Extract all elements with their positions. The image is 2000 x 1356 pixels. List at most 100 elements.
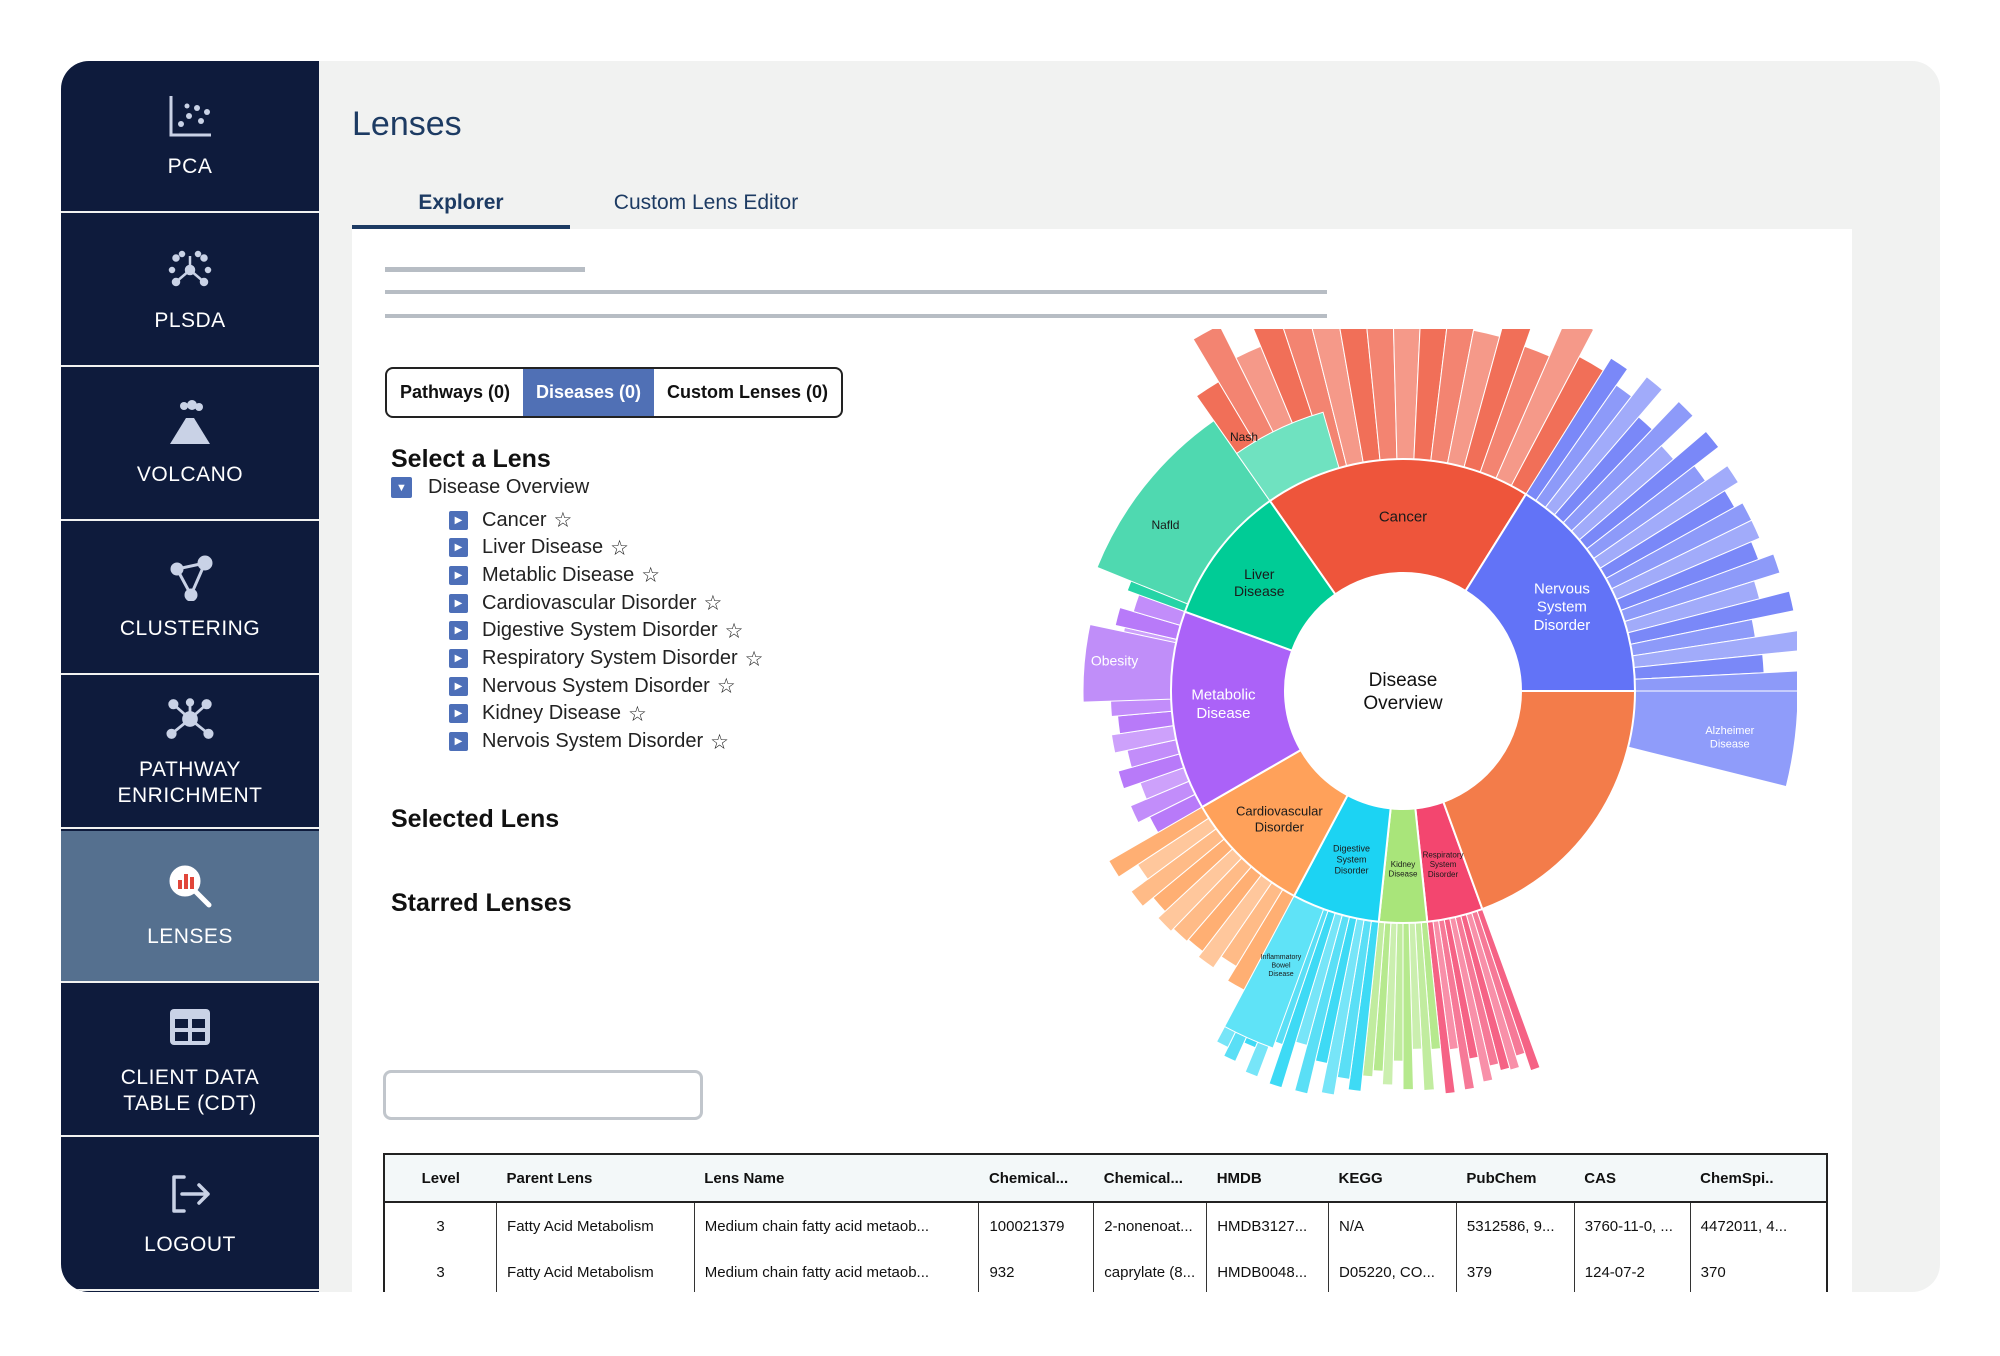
table-cell: 379	[1456, 1249, 1575, 1292]
tree-item[interactable]: ▶ Kidney Disease ☆	[449, 702, 647, 726]
table-icon	[166, 1003, 214, 1051]
tree-item[interactable]: ▶ Cardiovascular Disorder ☆	[449, 591, 722, 615]
table-cell: caprylate (8...	[1093, 1249, 1208, 1292]
column-header[interactable]: Chemical...	[978, 1154, 1094, 1203]
caret-right-icon[interactable]: ▶	[449, 621, 468, 641]
lens-search-icon	[166, 862, 214, 910]
caret-right-icon[interactable]: ▶	[449, 676, 468, 696]
placeholder-line	[385, 314, 1327, 318]
subcategory-label: Disease	[1268, 971, 1293, 978]
tree-item[interactable]: ▶ Respiratory System Disorder ☆	[449, 647, 763, 671]
table-body: 3 Fatty Acid Metabolism Medium chain fatty…	[384, 1202, 1827, 1292]
column-header[interactable]: HMDB	[1206, 1154, 1329, 1203]
caret-right-icon[interactable]: ▶	[449, 704, 468, 724]
tree-item[interactable]: ▶ Nervous System Disorder ☆	[449, 674, 736, 698]
tree-root-label: Disease Overview	[428, 476, 590, 498]
sidebar-item-label: PCA	[167, 155, 213, 178]
sidebar-item-logout[interactable]: LOGOUT	[61, 1139, 319, 1291]
lens-search-input[interactable]	[383, 1070, 703, 1120]
category-label: Liver	[1244, 566, 1275, 582]
tab-explorer[interactable]: Explorer	[352, 181, 570, 233]
subcategory-label: Alzheimer	[1705, 725, 1754, 737]
category-label: Disorder	[1428, 870, 1459, 879]
table-row[interactable]: 3 Fatty Acid Metabolism Medium chain fatty…	[384, 1202, 1827, 1249]
caret-right-icon[interactable]: ▶	[449, 538, 468, 558]
column-header[interactable]: Chemical...	[1093, 1154, 1207, 1203]
table-cell: HMDB0048...	[1206, 1249, 1330, 1292]
subcategory-label: Obesity	[1091, 653, 1138, 669]
tree-item[interactable]: ▶ Metablic Disease ☆	[449, 563, 660, 587]
table-header-row: Level Parent Lens Lens Name Chemical... Chem…	[384, 1154, 1827, 1203]
tree-item[interactable]: ▶ Liver Disease ☆	[449, 536, 629, 560]
explorer-panel: Pathways (0) Diseases (0) Custom Lenses …	[352, 229, 1852, 1292]
table-cell: Medium chain fatty acid metaob...	[694, 1202, 980, 1249]
caret-down-icon[interactable]: ▼	[391, 477, 412, 498]
sidebar-item-lenses[interactable]: LENSES	[61, 831, 319, 983]
star-icon[interactable]: ☆	[553, 508, 573, 532]
sidebar: PCA PLSDA VOLCANO CLUSTERING PATHWAY ENRICHM…	[61, 61, 319, 1292]
category-label: System	[1430, 860, 1457, 869]
column-header[interactable]: Level	[384, 1154, 497, 1203]
column-header[interactable]: CAS	[1574, 1154, 1691, 1203]
category-label: Disease	[1389, 870, 1418, 879]
selected-lens-heading: Selected Lens	[391, 805, 560, 833]
column-header[interactable]: ChemSpi..	[1690, 1154, 1827, 1203]
column-header[interactable]: KEGG	[1328, 1154, 1457, 1203]
star-icon[interactable]: ☆	[744, 646, 764, 671]
tree-item[interactable]: ▶ Digestive System Disorder ☆	[449, 619, 743, 643]
column-header[interactable]: Lens Name	[694, 1154, 979, 1203]
tree-root[interactable]: ▼ Disease Overview	[391, 476, 589, 499]
plsda-icon	[166, 246, 214, 294]
sidebar-item-pathway-enrichment[interactable]: PATHWAY ENRICHMENT	[61, 677, 319, 829]
sidebar-item-clustering[interactable]: CLUSTERING	[61, 523, 319, 675]
star-icon[interactable]: ☆	[710, 729, 729, 754]
category-label: Disorder	[1255, 820, 1305, 835]
subcategory-label: Inflammatory	[1261, 954, 1302, 961]
sidebar-item-pca[interactable]: PCA	[61, 61, 319, 213]
sidebar-item-label: PLSDA	[154, 309, 226, 332]
tab-custom-lens-editor[interactable]: Custom Lens Editor	[613, 191, 799, 214]
segment-custom-lenses[interactable]: Custom Lenses (0)	[666, 382, 829, 402]
sunburst-center[interactable]	[1285, 573, 1521, 809]
segment-diseases[interactable]: Diseases (0)	[523, 369, 654, 416]
tree-item[interactable]: ▶ Cancer ☆	[449, 508, 572, 532]
caret-right-icon[interactable]: ▶	[449, 732, 468, 752]
caret-right-icon[interactable]: ▶	[449, 565, 468, 585]
sidebar-item-client-data-table-cdt[interactable]: CLIENT DATA TABLE (CDT)	[61, 985, 319, 1137]
tree-item[interactable]: ▶ Nervois System Disorder ☆	[449, 730, 729, 754]
caret-right-icon[interactable]: ▶	[449, 510, 468, 530]
center-label: Disease	[1369, 670, 1438, 691]
star-icon[interactable]: ☆	[724, 618, 744, 643]
sidebar-item-volcano[interactable]: VOLCANO	[61, 369, 319, 521]
tree-item-label: Cancer	[482, 508, 547, 531]
caret-right-icon[interactable]: ▶	[449, 593, 468, 613]
caret-right-icon[interactable]: ▶	[449, 649, 468, 668]
segment-pathways[interactable]: Pathways (0)	[399, 382, 511, 402]
starred-lenses-heading: Starred Lenses	[391, 889, 572, 917]
table-row[interactable]: 3 Fatty Acid Metabolism Medium chain fatty…	[384, 1249, 1827, 1292]
column-header[interactable]: PubChem	[1456, 1154, 1575, 1203]
lens-type-toggle: Pathways (0) Diseases (0) Custom Lenses …	[385, 367, 843, 418]
star-icon[interactable]: ☆	[703, 591, 723, 616]
network-icon	[166, 695, 214, 743]
star-icon[interactable]: ☆	[627, 701, 647, 726]
main-content: Lenses Explorer Custom Lens Editor Pathw…	[319, 61, 1940, 1292]
star-icon[interactable]: ☆	[641, 563, 661, 588]
table-cell: 2-nonenoat...	[1093, 1202, 1208, 1249]
tree-item-label: Digestive System Disorder	[482, 619, 718, 642]
table-cell: 100021379	[978, 1202, 1095, 1249]
table-cell: 3	[384, 1202, 498, 1249]
sidebar-item-plsda[interactable]: PLSDA	[61, 215, 319, 367]
lens-data-table: Level Parent Lens Lens Name Chemical... Chem…	[383, 1153, 1828, 1292]
tree-item-label: Respiratory System Disorder	[482, 647, 738, 669]
star-icon[interactable]: ☆	[610, 535, 629, 560]
category-label: Disease	[1234, 583, 1285, 599]
category-label: System	[1337, 854, 1367, 864]
column-header[interactable]: Parent Lens	[496, 1154, 695, 1203]
disease-sunburst-chart[interactable]: CancerNervousSystemDisorderRespiratorySy…	[967, 329, 1797, 1099]
table-cell: 3	[384, 1249, 498, 1292]
sidebar-item-label: LOGOUT	[144, 1233, 236, 1256]
cluster-icon	[166, 554, 214, 602]
table-cell: N/A	[1328, 1202, 1457, 1249]
star-icon[interactable]: ☆	[716, 674, 736, 699]
